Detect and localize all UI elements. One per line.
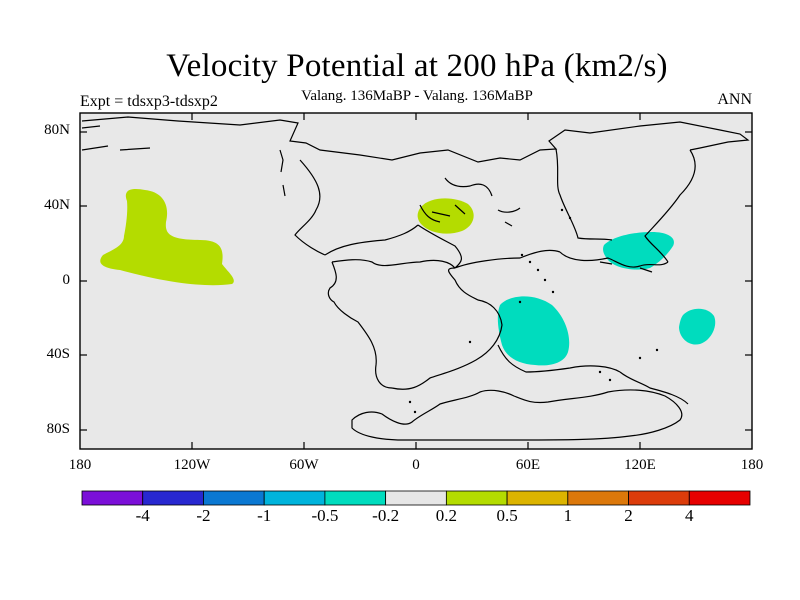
season-label: ANN — [717, 91, 752, 108]
experiment-label: Expt = tdsxp3-tdsxp2 — [80, 93, 218, 110]
colorbar — [81, 490, 751, 506]
y-tick-40n: 40N — [44, 197, 70, 213]
coastlines — [81, 116, 750, 441]
negative-anomaly-pacific — [679, 308, 716, 345]
x-tick-120e: 120E — [624, 457, 656, 473]
colorbar-swatch — [203, 490, 265, 506]
colorbar-label: 0.5 — [496, 506, 518, 525]
colorbar-label: 1 — [563, 506, 573, 525]
y-tick-80n: 80N — [44, 122, 70, 138]
colorbar-swatch — [445, 490, 508, 506]
plot-title: Velocity Potential at 200 hPa (km2/s) — [166, 48, 668, 84]
x-tick-60w: 60W — [289, 457, 319, 473]
positive-anomaly-europe — [417, 198, 474, 234]
plot-subtitle: Valang. 136MaBP - Valang. 136MaBP — [301, 88, 533, 104]
colorbar-swatch — [506, 490, 569, 506]
x-tick-120w: 120W — [173, 457, 211, 473]
y-tick-80s: 80S — [46, 421, 70, 437]
colorbar-swatch — [263, 490, 326, 506]
colorbar-label: -4 — [135, 506, 150, 525]
axis-ticks — [80, 113, 752, 449]
y-tick-40s: 40S — [46, 346, 70, 362]
colorbar-label: 4 — [685, 506, 694, 525]
colorbar-swatch — [324, 490, 387, 506]
negative-anomaly-asia — [603, 232, 674, 270]
colorbar-swatch — [142, 490, 204, 506]
colorbar-swatch — [385, 490, 447, 506]
x-tick-180e: 180 — [740, 457, 764, 473]
negative-anomaly-africa — [497, 296, 570, 366]
colorbar-label: -1 — [257, 506, 272, 525]
colorbar-swatch — [81, 490, 144, 506]
colorbar-label: -0.2 — [372, 506, 400, 525]
colorbar-label: 2 — [624, 506, 633, 525]
x-tick-0: 0 — [412, 457, 420, 473]
x-tick-180w: 180 — [68, 457, 92, 473]
island-dots — [408, 208, 659, 414]
y-tick-0: 0 — [62, 272, 71, 288]
x-tick-60e: 60E — [515, 457, 541, 473]
colorbar-label: -2 — [196, 506, 211, 525]
colorbar-swatch — [628, 490, 690, 506]
colorbar-label: -0.5 — [311, 506, 339, 525]
colorbar-swatch — [567, 490, 629, 506]
positive-anomaly-pacific — [100, 189, 234, 286]
colorbar-swatch — [688, 490, 751, 506]
colorbar-label: 0.2 — [435, 506, 457, 525]
